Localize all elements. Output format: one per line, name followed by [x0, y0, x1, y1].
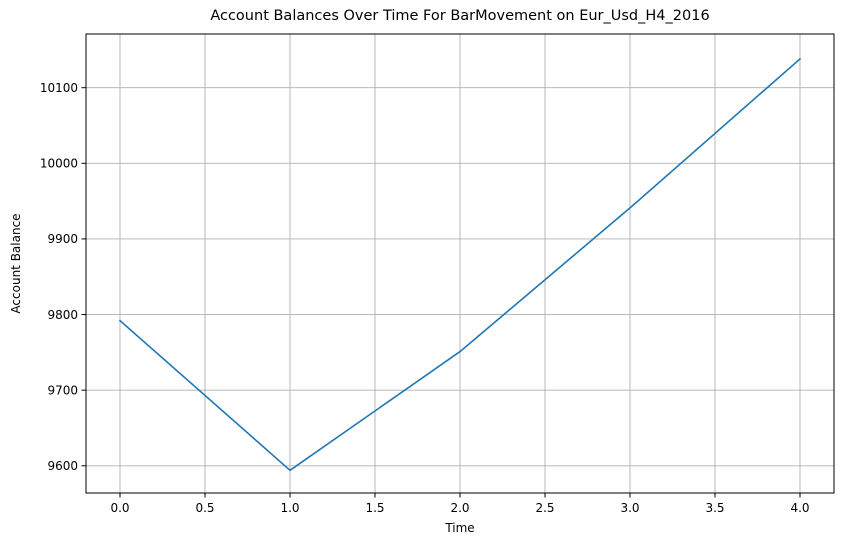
- x-tick-label: 2.0: [450, 501, 469, 515]
- y-tick-label: 9800: [47, 308, 78, 322]
- x-tick-label: 4.0: [790, 501, 809, 515]
- y-tick-label: 9700: [47, 383, 78, 397]
- series-line: [118, 57, 802, 472]
- x-axis-label: Time: [444, 521, 474, 535]
- x-axis-ticks: 0.0 0.5 1.0 1.5 2.0 2.5 3.0 3.5 4.0: [110, 493, 810, 515]
- y-axis-ticks: 9600 9700 9800 9900 10000 10100: [40, 81, 86, 473]
- y-tick-label: 10000: [40, 157, 78, 171]
- x-tick-label: 3.5: [705, 501, 724, 515]
- y-tick-label: 10100: [40, 81, 78, 95]
- y-axis-label: Account Balance: [9, 213, 23, 313]
- x-tick-label: 2.5: [535, 501, 554, 515]
- y-tick-label: 9900: [47, 232, 78, 246]
- series-layer: [118, 57, 802, 472]
- x-tick-label: 0.5: [195, 501, 214, 515]
- chart-title: Account Balances Over Time For BarMoveme…: [210, 8, 709, 24]
- grid-lines: [86, 34, 834, 493]
- x-tick-label: 3.0: [620, 501, 639, 515]
- y-tick-label: 9600: [47, 459, 78, 473]
- x-tick-label: 0.0: [110, 501, 129, 515]
- x-tick-label: 1.0: [280, 501, 299, 515]
- x-tick-label: 1.5: [365, 501, 384, 515]
